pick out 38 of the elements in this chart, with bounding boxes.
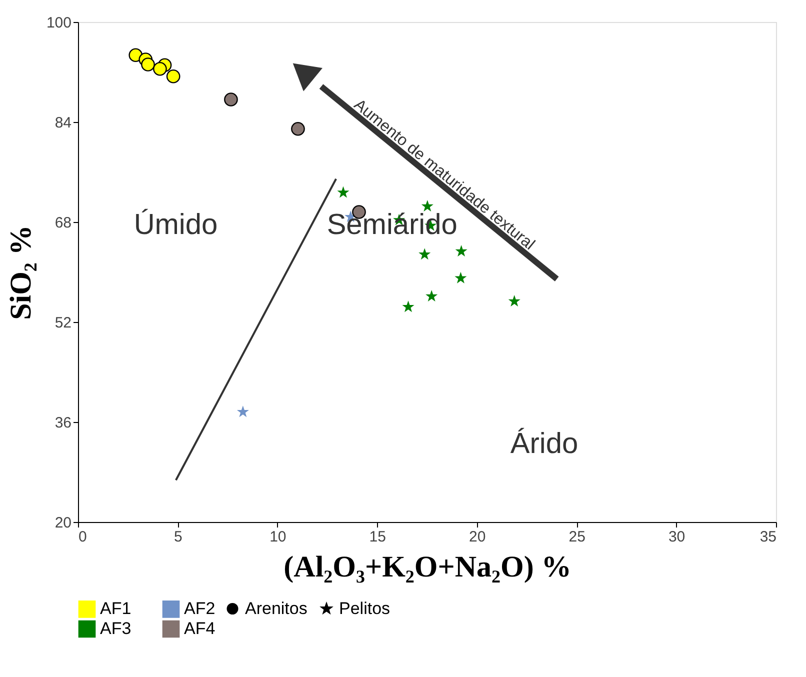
point <box>455 245 468 256</box>
point <box>291 122 305 136</box>
x-tick-label: 35 <box>760 528 776 546</box>
text: Pelitos <box>339 598 390 618</box>
y-tick-label: 100 <box>46 14 72 32</box>
legend-label: AF3 <box>100 619 132 638</box>
annotation: Árido <box>510 427 578 460</box>
x-tick-label: 0 <box>78 528 87 546</box>
point <box>337 186 350 198</box>
x-tick-label: 15 <box>369 528 386 546</box>
y-tick-label: 20 <box>54 514 72 532</box>
y-axis-title: SiO₂ % <box>4 225 38 320</box>
y-tick-label: 36 <box>54 414 72 432</box>
x-tick-label: 25 <box>568 528 586 546</box>
point <box>418 248 431 260</box>
legend-label: AF4 <box>184 619 216 638</box>
y-tick-label: 84 <box>54 114 72 132</box>
annotation: Úmido <box>134 208 218 241</box>
point <box>236 406 249 418</box>
x-tick-label: 30 <box>668 528 686 546</box>
point <box>141 58 155 72</box>
point <box>224 92 238 106</box>
point <box>153 62 167 76</box>
point <box>402 300 414 312</box>
x-tick-label: 20 <box>469 528 486 546</box>
point <box>454 272 467 284</box>
text: Arenitos <box>245 598 308 618</box>
x-axis-title: (Al₂O₃+K₂O+Na₂O) % <box>284 550 572 584</box>
legend-label: AF2 <box>184 599 216 618</box>
x-tick-label: 10 <box>270 528 286 546</box>
point <box>166 69 180 84</box>
y-tick-label: 52 <box>54 314 72 332</box>
x-tick-label: 5 <box>174 528 182 546</box>
point <box>426 290 438 302</box>
y-tick-label: 68 <box>54 214 72 232</box>
annotation: Semiárido <box>326 209 458 241</box>
legend-label: AF1 <box>100 599 132 618</box>
point <box>508 295 520 306</box>
